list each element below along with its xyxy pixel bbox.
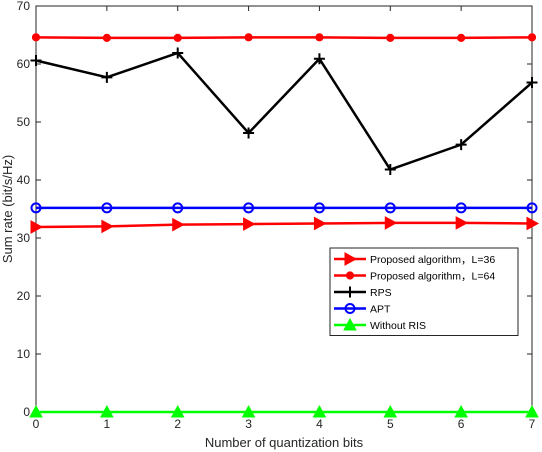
legend-label: Proposed algorithm，L=64 [370, 271, 495, 283]
x-tick-label: 5 [387, 417, 394, 431]
legend-entry: APT [334, 303, 391, 316]
data-point [101, 202, 113, 214]
y-axis-title: Sum rate (bit/s/Hz) [0, 155, 15, 263]
legend-marker [344, 303, 356, 314]
data-point [100, 404, 114, 418]
data-point [527, 33, 537, 42]
data-point [313, 216, 327, 231]
y-tick-label: 70 [17, 0, 31, 13]
series-layer [29, 33, 540, 418]
data-point [313, 202, 325, 214]
legend-label: APT [370, 304, 391, 316]
data-point [383, 404, 398, 418]
data-point [526, 216, 540, 231]
data-point [457, 33, 466, 43]
series-1 [31, 33, 537, 43]
data-point [173, 33, 182, 43]
data-point [526, 77, 538, 89]
data-point [315, 33, 324, 42]
data-point [30, 202, 42, 214]
y-tick-label: 60 [17, 57, 31, 71]
data-point [243, 217, 256, 231]
legend-label: Without RIS [370, 320, 426, 332]
legend: Proposed algorithm，L=36 Proposed algorith… [329, 247, 519, 336]
data-point [455, 202, 467, 214]
x-tick-label: 6 [458, 417, 465, 431]
data-point [172, 47, 184, 59]
series-line [35, 36, 533, 40]
data-point [241, 404, 256, 418]
legend-entry: Proposed algorithm，L=64 [334, 271, 495, 283]
series-line [35, 51, 533, 171]
x-tick-label: 2 [174, 417, 181, 431]
data-point [313, 53, 325, 65]
data-point [243, 202, 255, 214]
data-point [243, 127, 255, 139]
legend-entry: RPS [334, 286, 392, 299]
x-tick-label: 0 [33, 417, 40, 431]
y-tick-label: 50 [17, 115, 31, 129]
series-3 [30, 202, 538, 214]
data-point [384, 164, 396, 176]
data-point [30, 220, 44, 234]
data-point [455, 139, 467, 151]
data-point [454, 404, 468, 418]
data-point [455, 216, 469, 230]
data-point [244, 33, 253, 42]
data-point [31, 33, 41, 42]
data-point [384, 216, 398, 230]
legend-marker [345, 271, 355, 280]
data-point [172, 202, 184, 214]
data-point [101, 71, 113, 83]
data-point [386, 33, 395, 43]
y-tick-label: 40 [17, 173, 31, 187]
x-tick-label: 7 [529, 417, 536, 431]
x-tick-label: 1 [104, 417, 111, 431]
legend-marker [344, 252, 358, 266]
legend-label: RPS [370, 287, 392, 299]
x-axis-title: Number of quantization bits [205, 435, 364, 450]
data-point [384, 202, 396, 214]
y-axis: 0 10 20 30 40 50 60 70 [17, 0, 532, 419]
y-tick-label: 20 [17, 289, 31, 303]
series-0 [30, 216, 540, 234]
data-point [29, 404, 43, 418]
legend-label: Proposed algorithm，L=36 [370, 254, 495, 266]
data-point [312, 404, 327, 418]
x-tick-label: 3 [245, 417, 252, 431]
series-4 [29, 404, 539, 418]
legend-marker [344, 286, 356, 298]
data-point [170, 404, 185, 418]
y-tick-label: 30 [17, 231, 31, 245]
data-point [525, 404, 539, 418]
data-point [30, 55, 42, 67]
data-point [172, 217, 185, 232]
legend-marker [343, 317, 357, 331]
y-tick-label: 10 [17, 347, 31, 361]
legend-entry: Proposed algorithm，L=36 [334, 252, 495, 266]
data-point [102, 33, 111, 43]
series-line [35, 221, 533, 229]
y-tick-label: 0 [23, 405, 30, 419]
data-point [526, 202, 538, 214]
legend-entry: Without RIS [334, 317, 426, 332]
series-2 [30, 47, 538, 176]
data-point [101, 219, 114, 234]
x-tick-label: 4 [316, 417, 323, 431]
